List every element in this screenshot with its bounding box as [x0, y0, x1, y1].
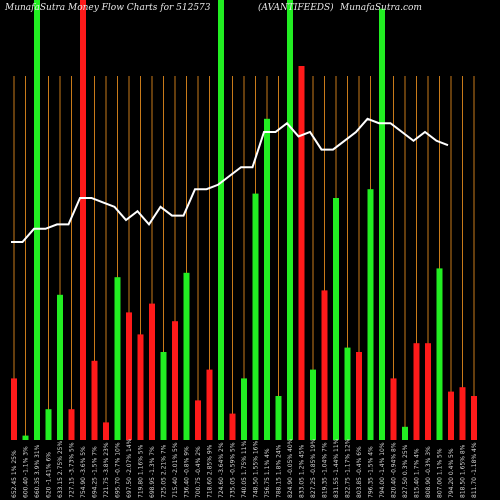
bar: [68, 409, 75, 440]
x-tick-label: 698.95 -1.3% 7%: [149, 446, 156, 498]
bar: [252, 193, 259, 440]
bar: [425, 343, 431, 440]
x-tick-label: 827.50 0.3% 25%: [402, 444, 409, 498]
x-tick-label: 833.05 1.2% 45%: [299, 444, 306, 498]
chart-title: MunafaSutra Money Flow Charts for 512573: [5, 3, 211, 13]
x-tick-label: 740.05 1.75% 11%: [241, 440, 248, 498]
x-tick-label: 818.50 1.65% 8%: [460, 444, 467, 498]
bar: [471, 396, 477, 440]
x-tick-label: 807.00 1.1% 5%: [437, 448, 444, 498]
x-tick-label: 719.80 1.16% 5%: [138, 444, 145, 498]
bar: [344, 347, 351, 440]
bar: [321, 290, 328, 440]
x-tick-label: 819.35 -1.04% 7%: [322, 442, 329, 498]
bar: [379, 8, 385, 441]
x-tick-label: 725.05 2.21% 7%: [161, 444, 168, 498]
x-tick-label: 824.90 -0.05% 40%: [287, 438, 294, 498]
bar: [287, 0, 293, 440]
stock-symbol: (AVANTIFEEDS): [258, 3, 334, 13]
bar: [275, 396, 282, 440]
bar: [114, 277, 121, 440]
bar: [160, 352, 167, 440]
x-tick-label: 735.05 -0.59% 5%: [230, 442, 237, 498]
x-tick-label: 660.35 3.9% 31%: [34, 444, 41, 498]
x-tick-label: 794.20 0.4% 5%: [448, 448, 455, 498]
bar: [229, 413, 236, 440]
bar: [333, 198, 339, 440]
bar: [34, 0, 40, 440]
bar: [264, 118, 270, 441]
x-tick-labels: 652.45 1% 25% 600.40 -1.1% 3% 660.35 3.9% …: [11, 438, 478, 498]
x-tick-label: 831.55 -1.44% 11%: [333, 438, 340, 498]
bar: [218, 0, 224, 440]
x-tick-label: 721.75 -3.8% 23%: [103, 442, 110, 498]
bar: [45, 409, 52, 440]
bar: [241, 378, 247, 440]
bar: [367, 189, 374, 440]
x-tick-label: 808.90 -0.3% 3%: [425, 446, 432, 498]
x-tick-label: 796.35 -1.5% 4%: [368, 446, 375, 498]
bar: [57, 294, 63, 440]
bar: [103, 422, 109, 440]
bar: [390, 378, 397, 440]
bar: [436, 268, 443, 440]
x-tick-label: 748.50 1.55% 16%: [253, 440, 260, 498]
x-tick-label: 754.90 -3.6% 5%: [80, 446, 87, 498]
bar: [80, 0, 86, 440]
x-tick-label: 794.00 -1.4% 10%: [379, 442, 386, 498]
bar: [22, 435, 29, 440]
bar: [356, 352, 362, 440]
x-tick-label: 727.15 -3.73% 5%: [69, 442, 76, 498]
bar: [183, 272, 190, 440]
bar: [298, 66, 305, 440]
bar: [126, 312, 132, 440]
x-tick-label: 652.45 1% 25%: [11, 450, 18, 498]
x-tick-label: 695.70 -0.7% 10%: [115, 442, 122, 498]
site-name: MunafaSutra.com: [340, 3, 422, 13]
bar: [448, 391, 454, 440]
x-tick-label: 822.75 -1.17% 12%: [345, 438, 352, 498]
x-tick-label: 620 -1.41% 6%: [46, 452, 53, 498]
x-tick-label: 756.75 1.1% 4%: [264, 448, 271, 498]
x-tick-label: 715.40 -2.01% 5%: [172, 442, 179, 498]
x-tick-label: 700.75 -0.4% 2%: [195, 446, 202, 498]
bar: [402, 426, 408, 440]
x-tick-label: 811.70 -1.18% 4%: [471, 442, 478, 498]
x-tick-label: 718.60 2.85% 9%: [207, 444, 214, 498]
bar-series: [11, 0, 477, 441]
x-tick-label: 736.40 -0.8% 9%: [184, 446, 191, 498]
bar: [149, 303, 155, 440]
x-tick-label: 820.40 -0.94% 8%: [391, 442, 398, 498]
x-tick-label: 600.40 -1.1% 3%: [23, 446, 30, 498]
bar: [310, 369, 316, 440]
bar: [91, 360, 98, 440]
x-tick-label: 724.60 -3.64% 2%: [218, 442, 225, 498]
x-tick-label: 803.85 -0.4% 6%: [356, 446, 363, 498]
x-tick-label: 694.25 -1.5% 7%: [92, 446, 99, 498]
bar: [195, 400, 201, 440]
x-tick-label: 788.15 1.8% 24%: [276, 444, 283, 498]
bar: [137, 334, 144, 440]
money-flow-line: [11, 117, 449, 243]
bar: [206, 369, 213, 440]
x-tick-label: 633.15 2.75% 25%: [57, 440, 64, 498]
bar: [413, 343, 420, 440]
x-tick-label: 827.25 -0.85% 19%: [310, 438, 317, 498]
bar: [459, 387, 466, 440]
x-tick-label: 697.50 -2.07% 14%: [126, 438, 133, 498]
bar: [172, 321, 178, 440]
x-tick-label: 815.40 1.7% 4%: [414, 448, 421, 498]
bar: [11, 378, 17, 440]
